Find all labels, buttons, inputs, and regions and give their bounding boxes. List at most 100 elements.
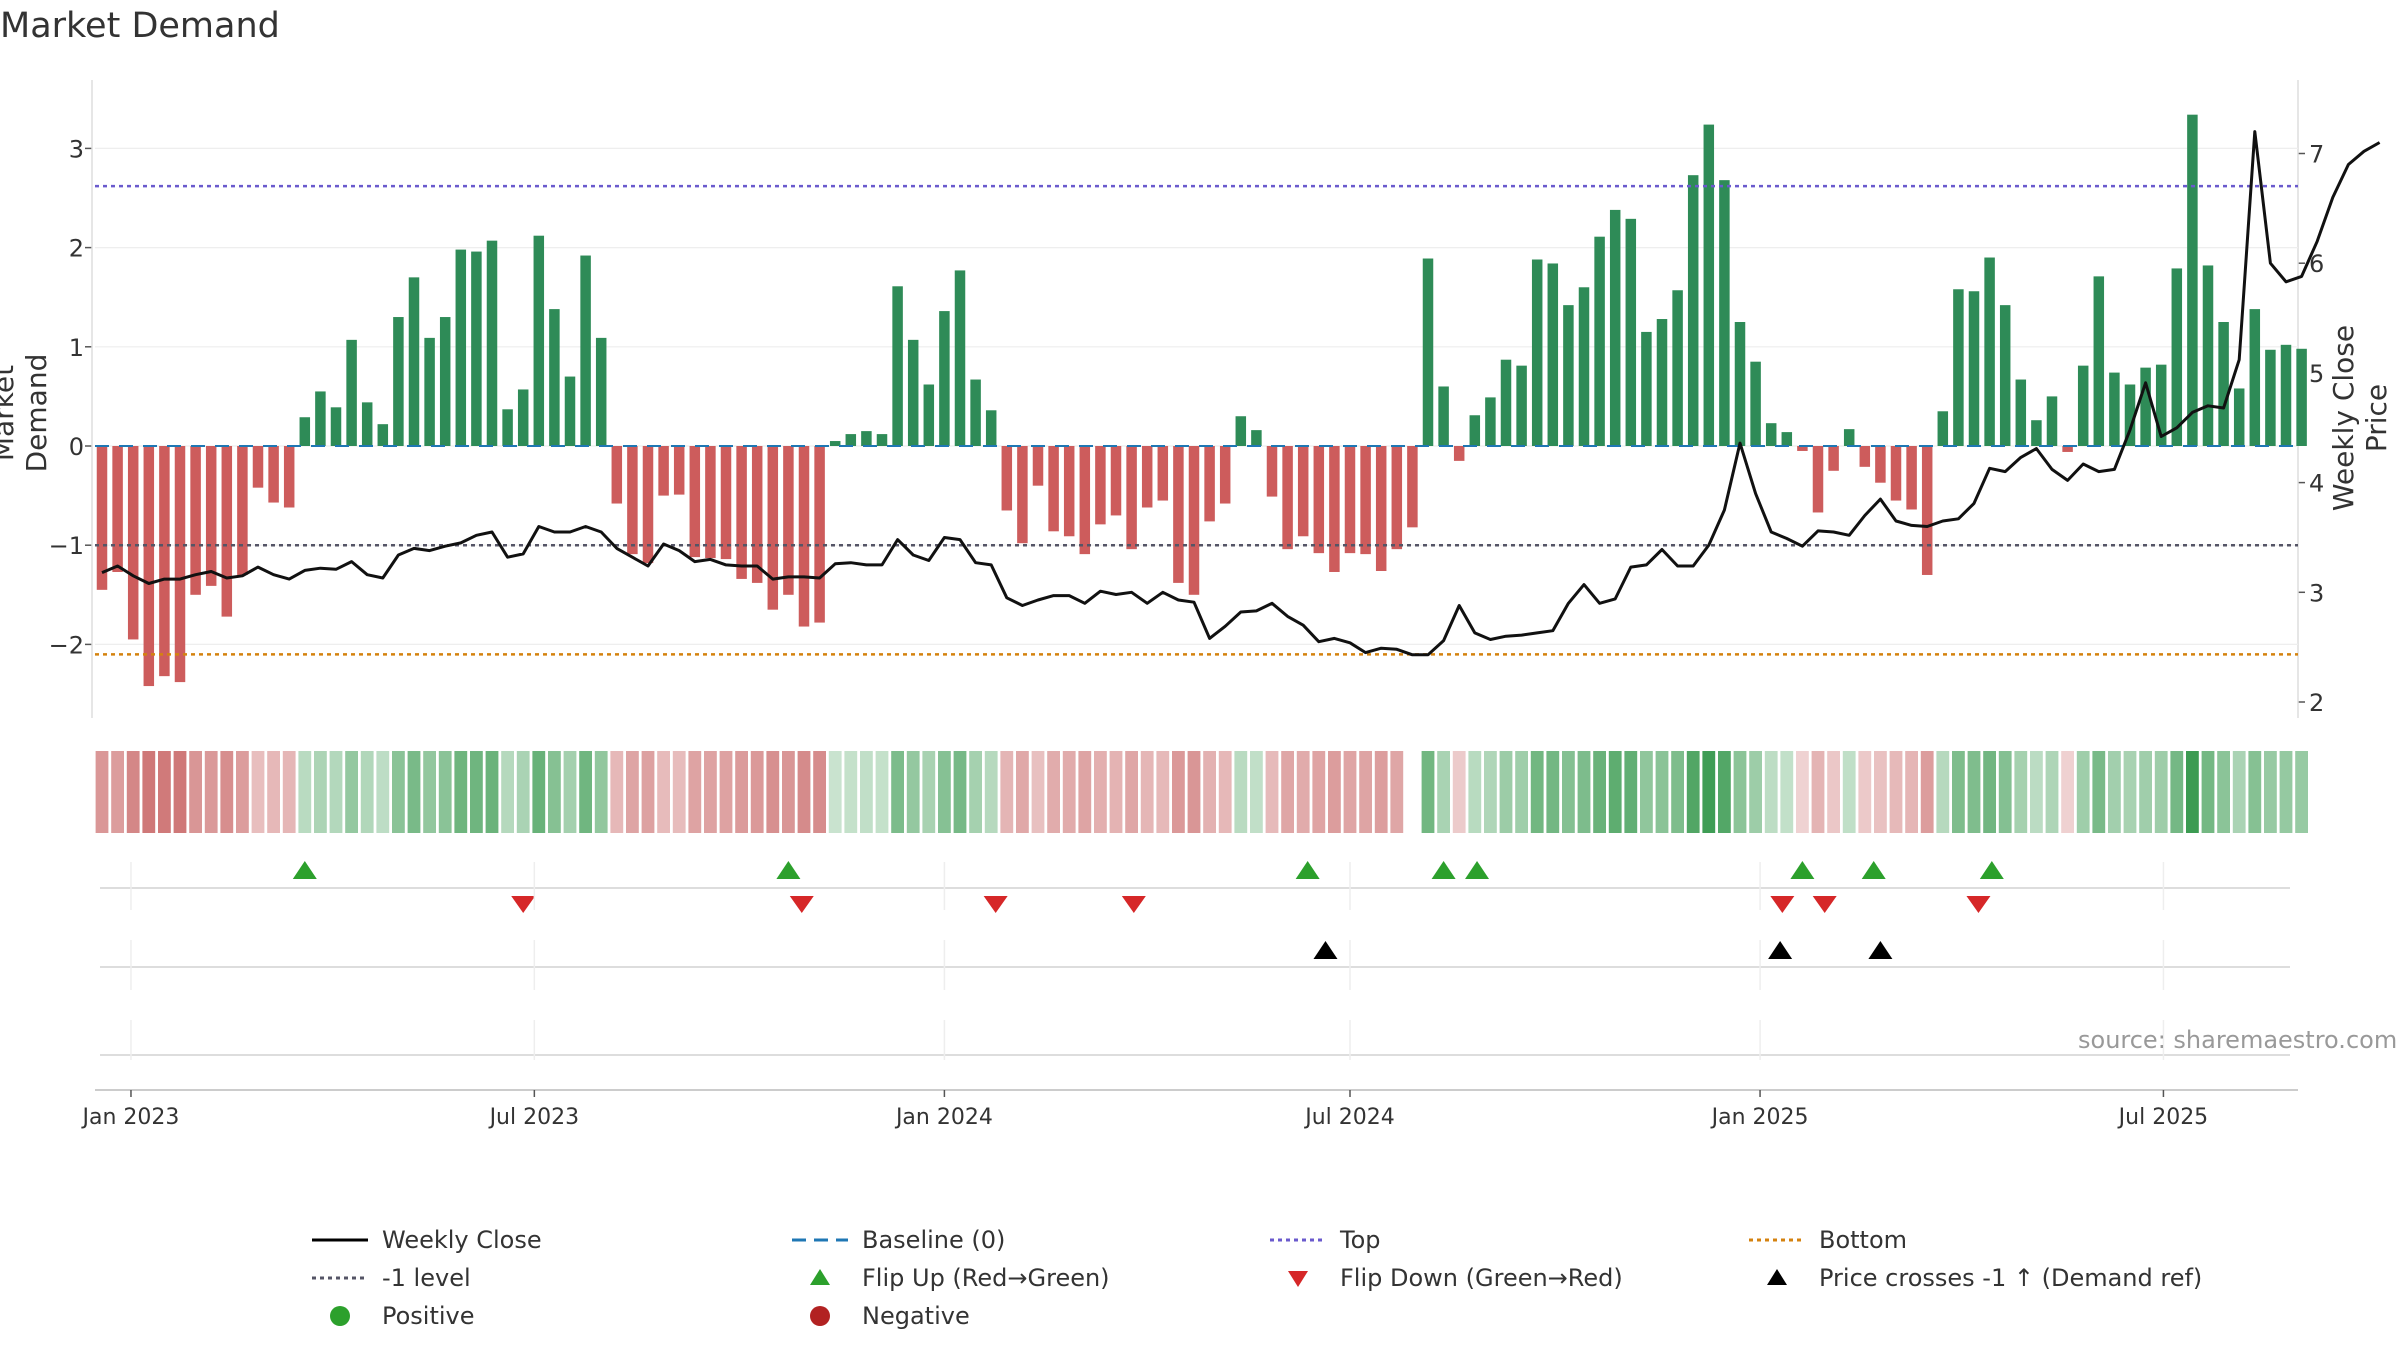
- demand-bar-positive: [595, 337, 607, 446]
- demand-bar-negative: [751, 446, 763, 583]
- heat-cell-negative: [173, 751, 187, 833]
- demand-bar-positive: [330, 407, 342, 446]
- demand-bar-positive: [1516, 365, 1527, 446]
- price-line: [101, 130, 2381, 657]
- heat-cell-positive: [1702, 751, 1716, 833]
- heat-cell-negative: [251, 751, 265, 833]
- demand-bar-positive: [1968, 291, 1980, 446]
- demand-bar-positive: [564, 376, 576, 446]
- demand-bar-positive: [1687, 175, 1699, 446]
- flip-down-triangle: [1966, 896, 1991, 913]
- heat-cell-positive: [2092, 751, 2106, 833]
- heat-cell-positive: [828, 751, 842, 833]
- heat-cell-negative: [1016, 751, 1029, 833]
- heat-cell-positive: [2279, 751, 2293, 833]
- demand-bar-negative: [96, 446, 108, 590]
- demand-bar-positive: [1578, 287, 1590, 446]
- heat-cell-negative: [1343, 751, 1357, 833]
- y-tick-label-right: 7: [2309, 141, 2324, 169]
- y-tick-label-left: 2: [69, 235, 84, 263]
- demand-bar-positive: [2218, 322, 2229, 446]
- heat-cell-negative: [1187, 751, 1201, 833]
- heat-cell-positive: [345, 751, 358, 833]
- heat-cell-negative: [1905, 751, 1918, 833]
- heat-cell-positive: [1983, 751, 1996, 833]
- heat-cell-negative: [1172, 751, 1185, 833]
- demand-bar-negative: [1828, 446, 1839, 471]
- demand-bar-negative: [705, 446, 716, 559]
- demand-bar-positive: [1937, 411, 1949, 446]
- demand-bar-negative: [268, 446, 279, 503]
- legend-label: Flip Down (Green→Red): [1340, 1264, 1623, 1292]
- demand-bar-negative: [767, 446, 779, 610]
- heat-cell-negative: [782, 751, 795, 833]
- demand-bar-negative: [1797, 446, 1808, 451]
- demand-bar-positive: [2124, 384, 2136, 446]
- heat-cell-positive: [1640, 751, 1653, 833]
- legend-label: Flip Up (Red→Green): [862, 1264, 1110, 1292]
- demand-bar-positive: [1750, 361, 1761, 446]
- heat-cell-positive: [2232, 751, 2246, 833]
- heat-cell-positive: [1421, 751, 1435, 833]
- heat-cell-negative: [704, 751, 717, 833]
- heat-cell-negative: [1452, 751, 1466, 833]
- heat-cell-positive: [594, 751, 608, 833]
- demand-bar-positive: [2109, 372, 2120, 446]
- demand-bar-negative: [1173, 446, 1184, 583]
- demand-bar-positive: [2046, 396, 2058, 446]
- y-axis-label-right: Weekly Close Price: [2327, 324, 2393, 512]
- demand-bar-positive: [1656, 319, 1668, 446]
- demand-bar-negative: [798, 446, 810, 627]
- demand-bar-negative: [159, 446, 170, 677]
- heat-cell-positive: [407, 751, 421, 833]
- demand-bar-negative: [1297, 446, 1309, 537]
- legend-item: Bottom: [1747, 1222, 1907, 1258]
- heat-cell-negative: [1796, 751, 1809, 833]
- price-cross-triangle: [1768, 941, 1793, 959]
- demand-bar-positive: [2031, 420, 2042, 446]
- y-tick-label-left: −2: [49, 631, 84, 659]
- y-tick-label-left: 1: [69, 334, 84, 362]
- demand-bar-negative: [1204, 446, 1215, 522]
- demand-bar-negative: [283, 446, 295, 508]
- heat-cell-negative: [797, 751, 811, 833]
- demand-bar-positive: [315, 391, 326, 446]
- demand-bar-positive: [1531, 259, 1543, 446]
- heat-cell-positive: [1437, 751, 1450, 833]
- heat-cell-negative: [641, 751, 655, 833]
- demand-bar-negative: [611, 446, 623, 504]
- heat-cell-negative: [1281, 751, 1294, 833]
- heat-cell-positive: [1952, 751, 1965, 833]
- demand-bar-negative: [1360, 446, 1371, 555]
- demand-bar-negative: [1032, 446, 1044, 486]
- heat-cell-positive: [922, 751, 936, 833]
- heat-cell-positive: [516, 751, 530, 833]
- heat-cell-positive: [1936, 751, 1950, 833]
- heat-cell-positive: [548, 751, 561, 833]
- demand-bar-positive: [486, 240, 498, 446]
- chart-title: Market Demand: [0, 6, 280, 46]
- demand-bar-positive: [439, 317, 451, 446]
- demand-bar-negative: [658, 446, 669, 496]
- legend-label: Baseline (0): [862, 1226, 1006, 1254]
- heat-cell-negative: [1811, 751, 1825, 833]
- chart-legend: Weekly Close Baseline (0) Top Bottom -1 …: [310, 1222, 2310, 1332]
- heat-cell-positive: [1733, 751, 1747, 833]
- demand-bar-positive: [861, 431, 872, 446]
- heat-cell-negative: [1125, 751, 1138, 833]
- legend-label: -1 level: [382, 1264, 471, 1292]
- demand-bar-positive: [845, 434, 857, 446]
- heat-cell-negative: [610, 751, 624, 833]
- demand-bar-positive: [970, 379, 981, 446]
- heat-cell-positive: [2014, 751, 2028, 833]
- legend-swatch-dot: [312, 1276, 368, 1280]
- flip-up-triangle: [776, 861, 801, 879]
- demand-bar-negative: [673, 446, 685, 495]
- heat-cell-negative: [1031, 751, 1045, 833]
- demand-bar-positive: [1485, 397, 1496, 446]
- demand-bars: [96, 114, 2307, 687]
- demand-bar-positive: [1422, 258, 1434, 446]
- demand-bar-negative: [1266, 446, 1278, 497]
- demand-bar-positive: [2015, 379, 2027, 446]
- y-tick-label-right: 3: [2309, 579, 2324, 607]
